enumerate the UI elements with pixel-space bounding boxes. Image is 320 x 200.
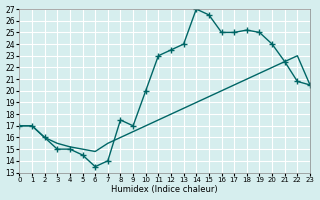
X-axis label: Humidex (Indice chaleur): Humidex (Indice chaleur) bbox=[111, 185, 218, 194]
